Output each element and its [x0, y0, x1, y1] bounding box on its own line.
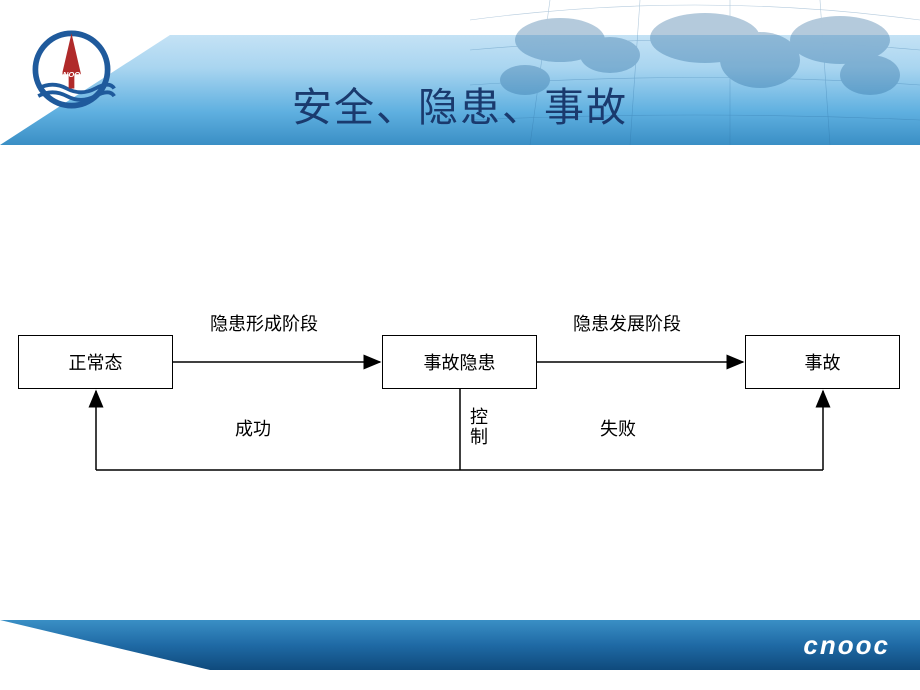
label-development-stage: 隐患发展阶段 [573, 310, 681, 336]
flowchart-arrows [0, 290, 920, 520]
label-success: 成功 [235, 415, 271, 441]
footer-triangle-cutout [0, 620, 210, 670]
footer-logo-text: cnooc [803, 630, 890, 661]
label-formation-stage: 隐患形成阶段 [210, 310, 318, 336]
label-failure: 失败 [600, 415, 636, 441]
label-control: 控制 [470, 408, 488, 448]
slide-title: 安全、隐患、事故 [0, 75, 920, 133]
flowchart-diagram: 正常态 事故隐患 事故 隐患形成阶段 隐患发展阶段 成功 失败 控制 [0, 290, 920, 520]
